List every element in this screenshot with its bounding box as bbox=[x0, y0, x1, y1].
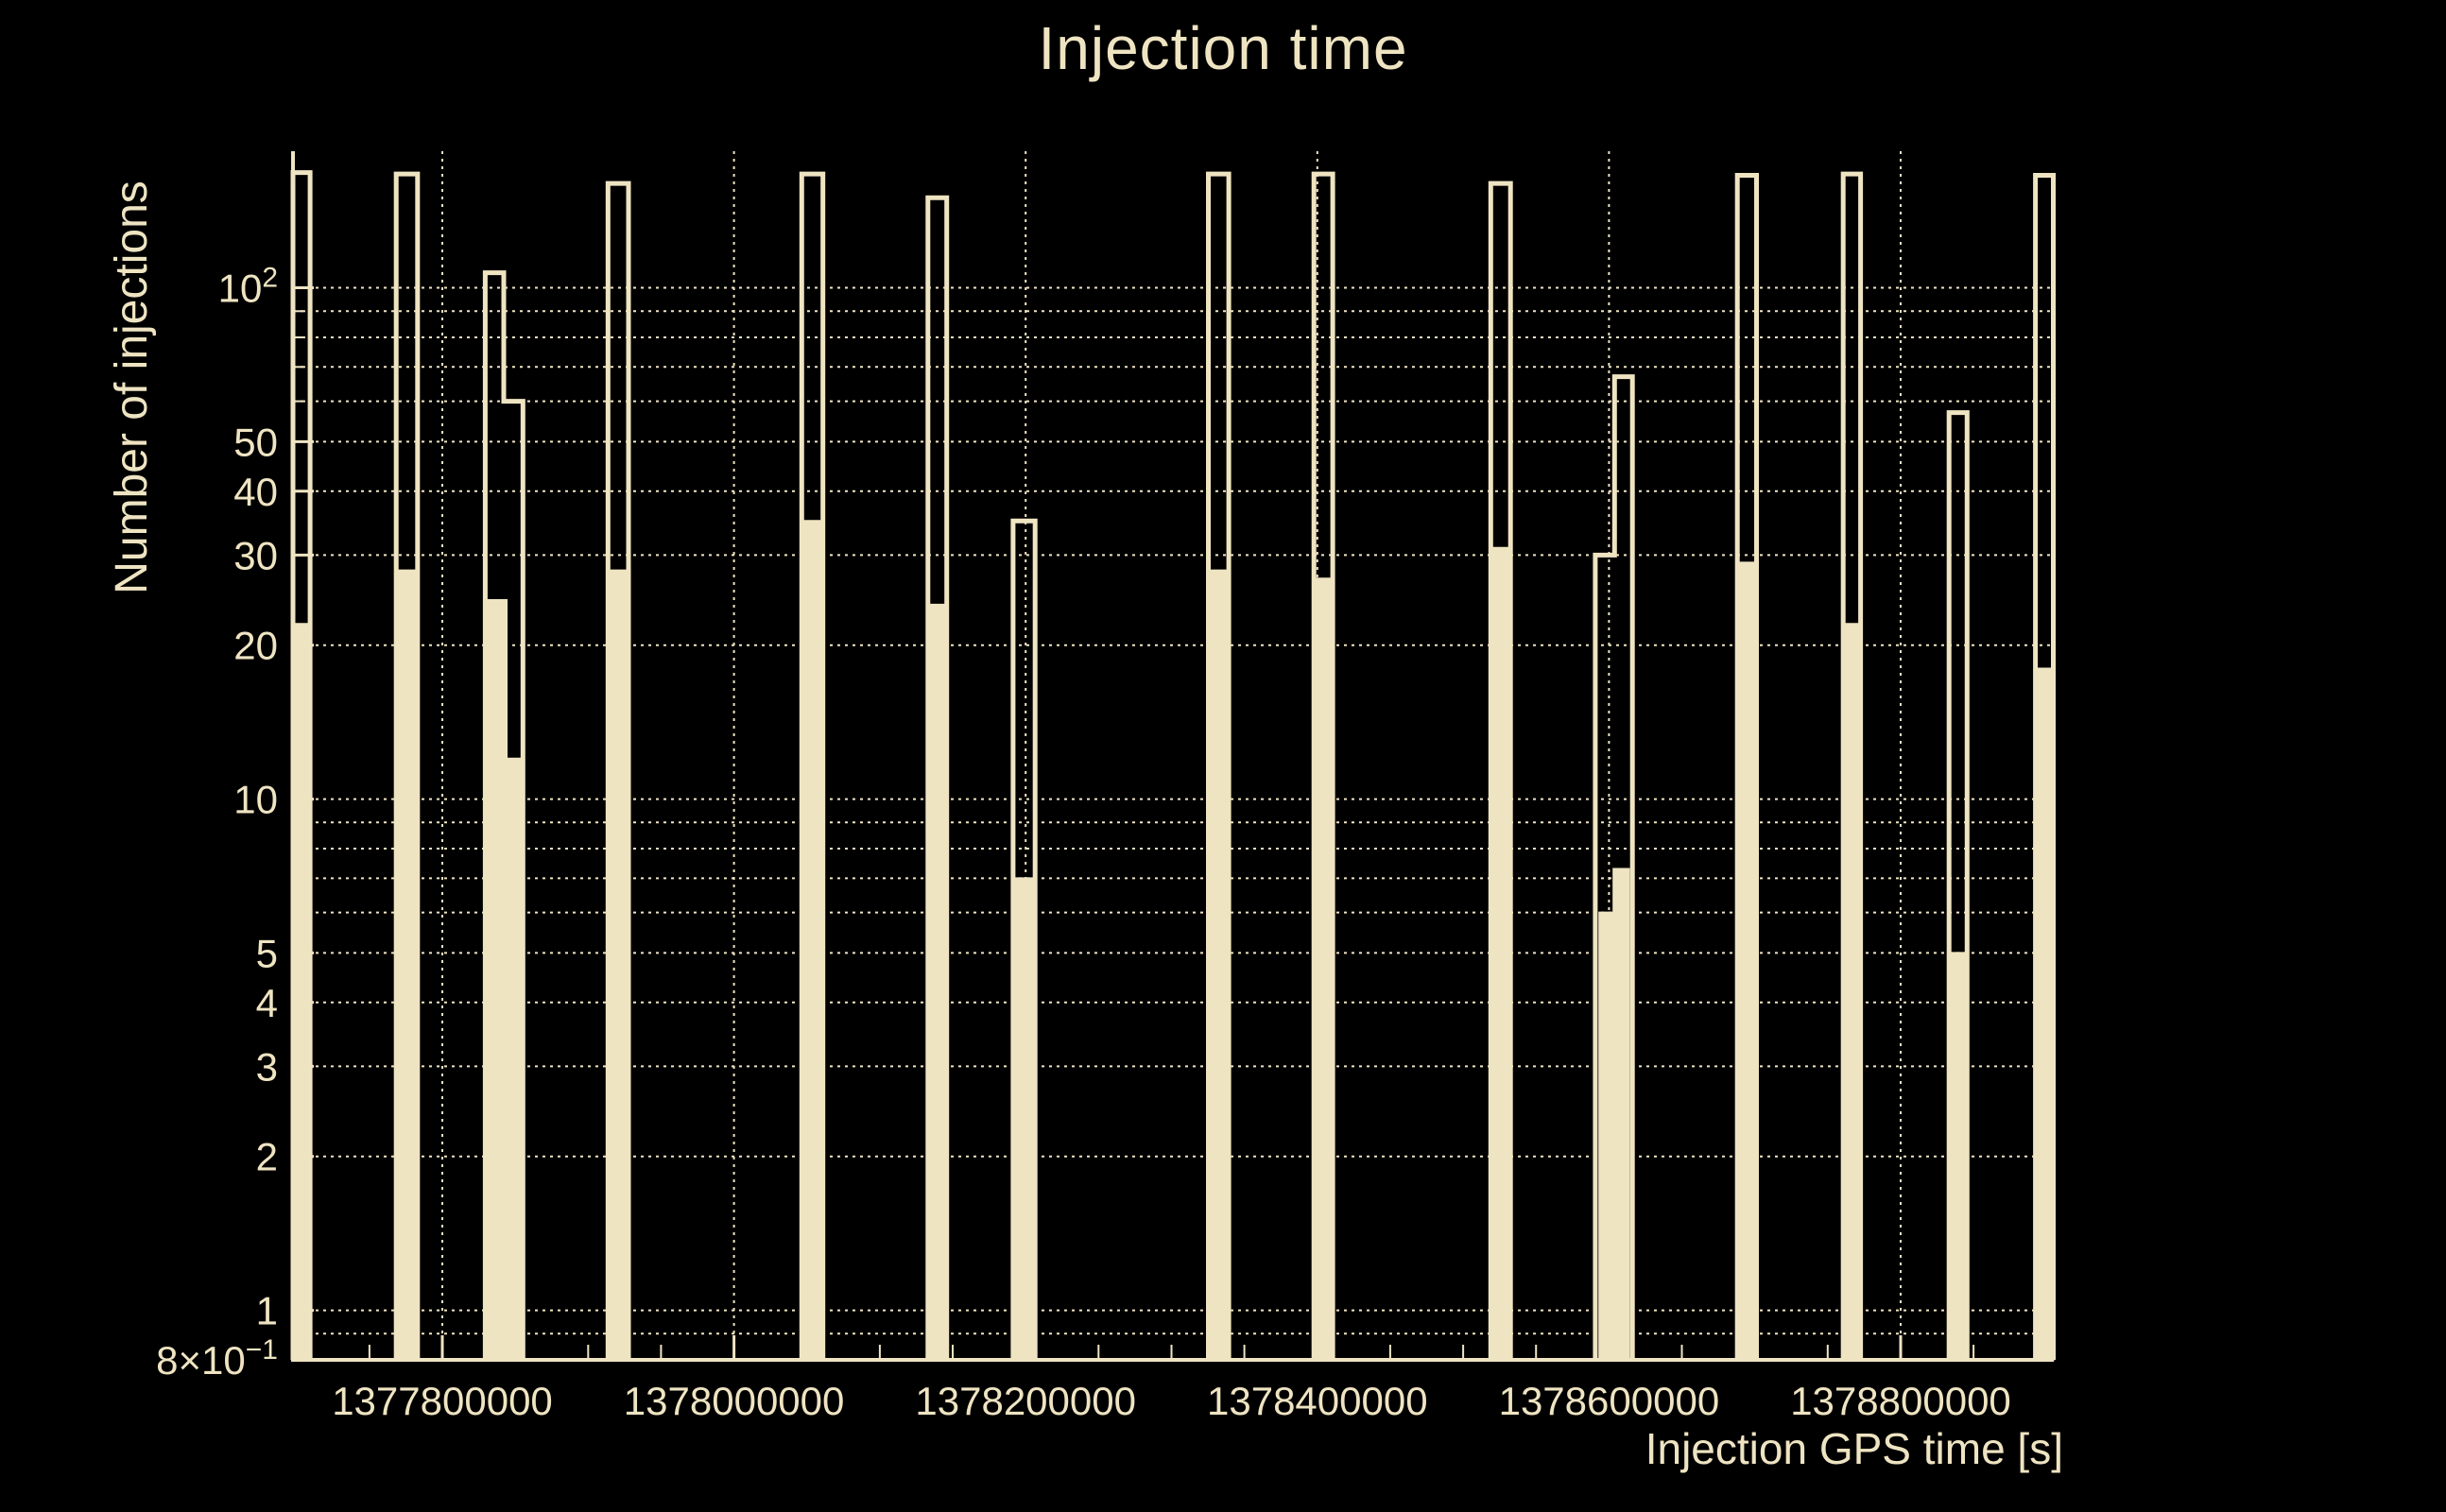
y-tick-label: 50 bbox=[233, 420, 278, 464]
chart-title: Injection time bbox=[1038, 14, 1408, 82]
histogram-filled-bar bbox=[801, 520, 824, 1361]
y-tick-label: 102 bbox=[218, 263, 278, 311]
y-tick-label: 40 bbox=[233, 470, 278, 514]
histogram-filled-bar bbox=[292, 623, 312, 1361]
y-tick-label: 10 bbox=[233, 778, 278, 822]
y-tick-label: 20 bbox=[233, 624, 278, 668]
histogram-filled-bar bbox=[926, 603, 948, 1361]
x-tick-label: 1378800000 bbox=[1790, 1379, 2011, 1423]
x-tick-label: 1378200000 bbox=[915, 1379, 1136, 1423]
y-tick-label: 2 bbox=[256, 1135, 278, 1179]
histogram-filled-bar bbox=[1011, 877, 1037, 1361]
histogram-filled-bar bbox=[1842, 623, 1862, 1361]
y-tick-label: 1 bbox=[256, 1289, 278, 1333]
histogram-filled-bar bbox=[395, 569, 419, 1361]
x-axis-title: Injection GPS time [s] bbox=[1645, 1424, 2063, 1473]
histogram-filled-bar bbox=[1490, 546, 1512, 1361]
histogram-filled-bar bbox=[2034, 667, 2055, 1361]
histogram-filled-bar bbox=[1736, 561, 1758, 1361]
x-tick-label: 1378600000 bbox=[1499, 1379, 1720, 1423]
y-tick-label: 3 bbox=[256, 1044, 278, 1089]
histogram-filled-bar bbox=[1207, 569, 1231, 1361]
y-tick-label: 5 bbox=[256, 931, 278, 975]
x-tick-label: 1378000000 bbox=[624, 1379, 845, 1423]
y-tick-label: 4 bbox=[256, 981, 278, 1025]
x-tick-label: 1377800000 bbox=[332, 1379, 553, 1423]
histogram-filled-bar bbox=[607, 569, 629, 1361]
x-tick-label: 1378400000 bbox=[1207, 1379, 1428, 1423]
y-tick-label: 30 bbox=[233, 533, 278, 577]
histogram-filled-bar bbox=[1598, 868, 1630, 1361]
y-axis-title: Number of injections bbox=[107, 180, 157, 594]
y-tick-label: 8×10−1 bbox=[156, 1334, 278, 1383]
